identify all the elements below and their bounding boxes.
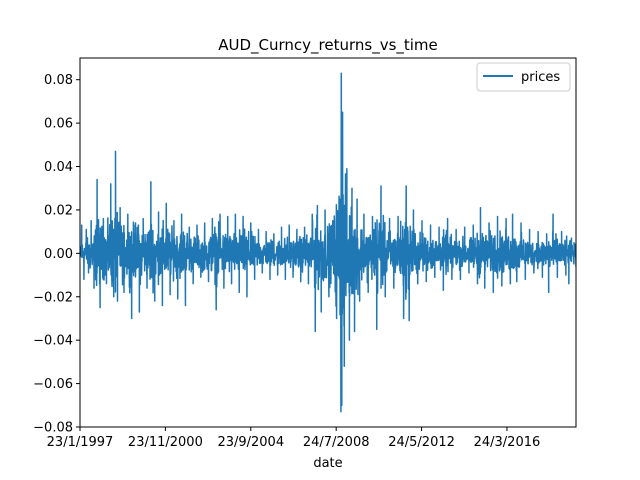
series-layer [80, 72, 576, 413]
x-axis-title: date [313, 456, 342, 471]
series-line-prices [80, 72, 576, 413]
y-tick-label: 0.06 [44, 117, 73, 132]
y-tick-label: 0.00 [44, 247, 73, 262]
plot-frame [79, 57, 577, 428]
y-axis: −0.08 −0.06 −0.04 −0.02 0.00 0.02 0.04 0.06 0.08 [33, 73, 80, 436]
y-tick-label: 0.02 [44, 203, 73, 218]
legend-label-prices: prices [521, 70, 560, 85]
legend: prices [476, 62, 571, 92]
x-axis: 23/1/1997 23/11/2000 23/9/2004 24/7/2008 24/… [47, 427, 541, 450]
y-tick-label: −0.06 [33, 377, 73, 392]
x-tick-label: 23/9/2004 [217, 435, 284, 450]
x-tick-label: 23/1/1997 [47, 435, 114, 450]
y-tick-label: −0.04 [33, 334, 73, 349]
x-tick-label: 23/11/2000 [128, 435, 203, 450]
y-tick-label: 0.08 [44, 73, 73, 88]
legend-box [476, 62, 571, 92]
chart-title: AUD_Curncy_returns_vs_time [218, 36, 438, 55]
y-tick-label: −0.02 [33, 290, 73, 305]
y-tick-label: −0.08 [33, 421, 73, 436]
x-tick-label: 24/7/2008 [303, 435, 370, 450]
x-tick-label: 24/5/2012 [388, 435, 455, 450]
y-tick-label: 0.04 [44, 160, 73, 175]
x-tick-label: 24/3/2016 [474, 435, 541, 450]
